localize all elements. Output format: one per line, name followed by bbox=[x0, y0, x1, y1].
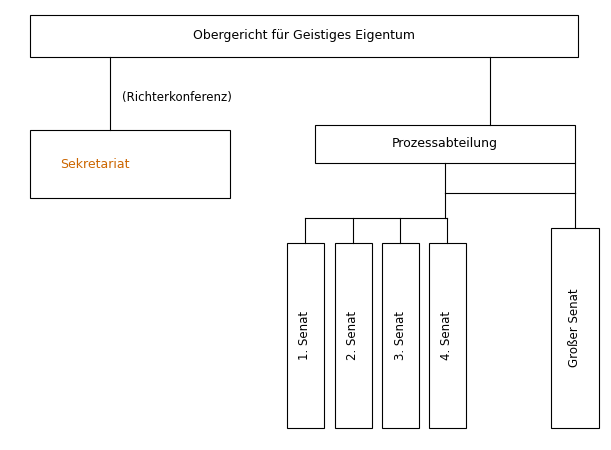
Bar bbox=[30, 15, 578, 57]
Bar bbox=[381, 243, 419, 428]
Bar bbox=[334, 243, 371, 428]
Text: (Richterkonferenz): (Richterkonferenz) bbox=[122, 90, 232, 104]
Bar bbox=[287, 243, 323, 428]
Bar bbox=[315, 125, 575, 163]
Text: 1. Senat: 1. Senat bbox=[299, 311, 312, 360]
Text: 2. Senat: 2. Senat bbox=[346, 311, 359, 360]
Text: 4. Senat: 4. Senat bbox=[441, 311, 453, 360]
Text: 3. Senat: 3. Senat bbox=[393, 311, 406, 360]
Text: Sekretariat: Sekretariat bbox=[60, 158, 130, 171]
Text: Großer Senat: Großer Senat bbox=[568, 289, 582, 367]
Text: Obergericht für Geistiges Eigentum: Obergericht für Geistiges Eigentum bbox=[193, 30, 415, 42]
Bar bbox=[428, 243, 466, 428]
Bar bbox=[30, 130, 230, 198]
Text: Prozessabteilung: Prozessabteilung bbox=[392, 138, 498, 150]
Bar bbox=[551, 228, 599, 428]
